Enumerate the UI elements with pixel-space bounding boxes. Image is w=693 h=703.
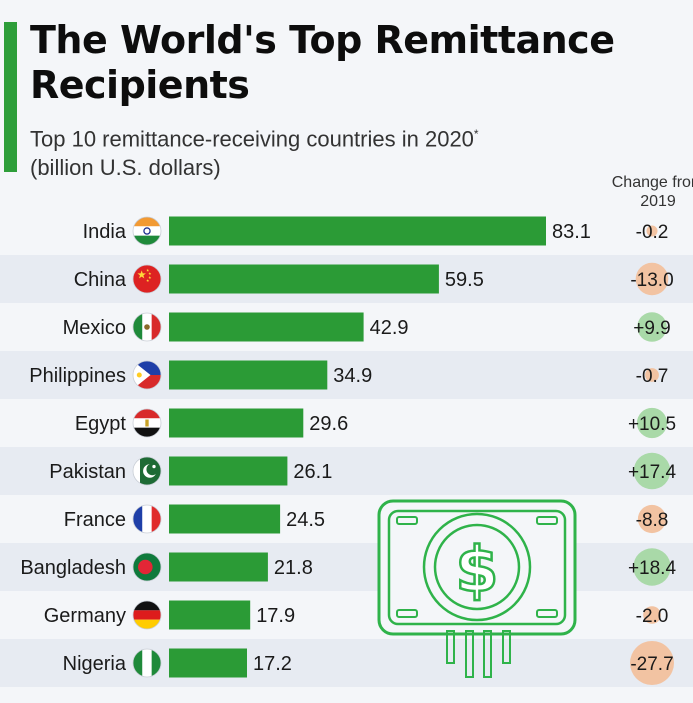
change-label: -13.0 — [630, 270, 673, 291]
change-column: -0.2 -13.0 +9.9 -0.7 +10.5 +17.4 -8.8 +18.4 -2.0… — [628, 222, 677, 685]
category-label: Philippines — [29, 365, 126, 387]
chart-title: The World's Top Remittance Recipients — [30, 18, 615, 107]
change-label: +9.9 — [633, 318, 671, 339]
bar-pakistan — [169, 456, 288, 486]
value-label: 21.8 — [274, 557, 313, 579]
change-bubble — [646, 225, 658, 237]
bar-philippines — [169, 360, 328, 390]
category-label: France — [64, 509, 126, 531]
category-label: Mexico — [63, 317, 126, 339]
bar-china — [169, 264, 439, 294]
change-bubble — [635, 262, 669, 296]
flag-outline — [132, 216, 162, 246]
category-label: Bangladesh — [20, 557, 126, 579]
labels: 83.1 India 59.5 China 42.9 Mexico 34.9 Philippi… — [20, 221, 591, 675]
value-label: 24.5 — [286, 509, 325, 531]
change-bubble — [643, 606, 661, 624]
flag-outline — [132, 264, 162, 294]
value-label: 17.9 — [256, 605, 295, 627]
bars — [169, 216, 546, 678]
change-bubble — [633, 452, 671, 490]
bar-egypt — [169, 408, 304, 438]
flags — [132, 216, 162, 678]
change-column-header: Change from 2019 — [611, 174, 693, 210]
category-label: India — [83, 221, 127, 243]
change-label: +18.4 — [628, 558, 677, 579]
subtitle-unit: (billion U.S. dollars) — [30, 155, 221, 181]
value-label: 59.5 — [445, 269, 484, 291]
change-bubble — [637, 312, 667, 342]
subtitle-footnote-mark: * — [473, 127, 479, 141]
money-bill-dollar-icon: $ — [377, 499, 577, 678]
value-label: 34.9 — [333, 365, 372, 387]
flag-outline — [132, 552, 162, 582]
value-label: 29.6 — [309, 413, 348, 435]
change-label: +17.4 — [628, 462, 677, 483]
bar-nigeria — [169, 648, 247, 678]
egypt-flag-icon — [133, 409, 161, 437]
change-label: +10.5 — [628, 414, 676, 435]
row-background — [0, 447, 693, 495]
change-bubble — [636, 407, 668, 439]
value-label: 26.1 — [293, 461, 332, 483]
flag-outline — [132, 648, 162, 678]
category-label: Pakistan — [49, 461, 126, 483]
change-bubble — [633, 548, 671, 586]
bar-india — [169, 216, 546, 246]
bar-bangladesh — [169, 552, 268, 582]
flag-outline — [132, 504, 162, 534]
chart-subtitle: Top 10 remittance-receiving countries in… — [30, 120, 590, 182]
bar-france — [169, 504, 281, 534]
change-label: -0.2 — [636, 222, 669, 243]
mexico-flag-icon — [133, 313, 161, 341]
flag-outline — [132, 600, 162, 630]
category-label: China — [74, 269, 127, 291]
value-label: 83.1 — [552, 221, 591, 243]
bar-germany — [169, 600, 251, 630]
change-label: -8.8 — [636, 510, 669, 531]
flag-outline — [132, 456, 162, 486]
row-background — [0, 543, 693, 591]
value-label: 17.2 — [253, 653, 292, 675]
flag-outline — [132, 312, 162, 342]
svg-text:$: $ — [455, 533, 498, 606]
category-label: Germany — [44, 605, 126, 627]
change-label: -2.0 — [636, 606, 669, 627]
change-label: -27.7 — [630, 654, 673, 675]
accent-bar — [4, 22, 17, 172]
germany-flag-icon — [133, 601, 161, 629]
row-background — [0, 639, 693, 687]
nigeria-flag-icon — [133, 649, 161, 677]
change-label: -0.7 — [636, 366, 669, 387]
category-label: Egypt — [75, 413, 127, 435]
france-flag-icon — [133, 505, 161, 533]
change-bubble — [645, 368, 659, 382]
flag-outline — [132, 408, 162, 438]
bangladesh-flag-icon — [133, 553, 161, 581]
bar-mexico — [169, 312, 364, 342]
philippines-flag-icon — [133, 361, 161, 389]
china-flag-icon — [133, 265, 161, 293]
change-bubble — [637, 504, 667, 534]
flag-outline — [132, 360, 162, 390]
category-label: Nigeria — [63, 653, 127, 675]
pakistan-flag-icon — [133, 457, 161, 485]
india-flag-icon — [133, 217, 161, 245]
value-label: 42.9 — [370, 317, 409, 339]
change-bubble — [630, 641, 674, 685]
row-background — [0, 351, 693, 399]
row-backgrounds — [0, 255, 693, 687]
subtitle-text: Top 10 remittance-receiving countries in… — [30, 126, 474, 152]
